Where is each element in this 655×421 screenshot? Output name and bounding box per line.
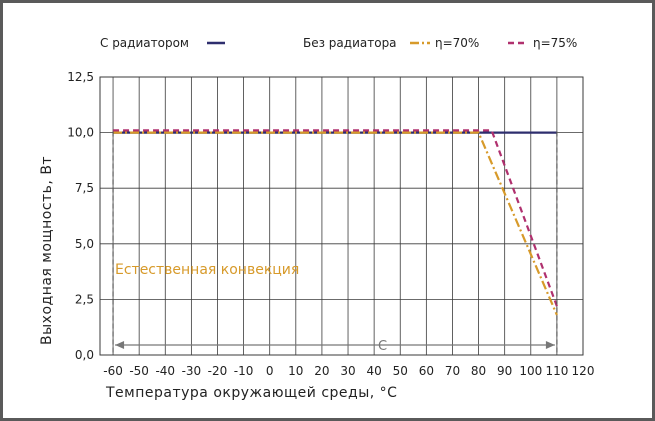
y-axis-title: Выходная мощность, Вт [39,156,55,345]
y-tick-label: 0,0 [75,348,94,362]
x-tick-label: 80 [471,364,486,378]
x-tick-label: 90 [497,364,512,378]
x-tick-label: 120 [572,364,595,378]
x-tick-label: 20 [314,364,329,378]
legend-eta75-label: η=75% [533,36,577,50]
y-tick-label: 10,0 [67,126,94,140]
x-tick-label: -60 [103,364,123,378]
range-arrow-left-head [115,341,125,349]
x-tick-label: 40 [366,364,381,378]
x-tick-label: -10 [234,364,254,378]
y-tick-label: 12,5 [67,70,94,84]
x-tick-label: -50 [129,364,149,378]
x-tick-label: 0 [266,364,274,378]
series-group [113,129,558,316]
x-tick-label: -40 [155,364,175,378]
series-line-1 [113,131,558,316]
y-tick-label: 5,0 [75,237,94,251]
series-line-2 [113,129,558,307]
legend-with-radiator-label: С радиатором [100,36,189,50]
tick-labels: -60 -50 -40 -30 -20 -10 0 10 20 30 40 50 60 70 80 90 100… [67,70,594,378]
x-tick-label: 10 [288,364,303,378]
legend-without-radiator-label: Без радиатора [303,36,397,50]
range-marker [112,131,558,355]
x-tick-label: 30 [340,364,355,378]
legend-eta70-label: η=70% [435,36,479,50]
x-tick-label: -30 [182,364,202,378]
legend: С радиатором Без радиатора η=70% η=75% [100,36,577,50]
x-tick-label: 100 [519,364,542,378]
x-tick-label: 60 [419,364,434,378]
x-tick-label: -20 [208,364,228,378]
x-tick-label: 70 [445,364,460,378]
y-tick-label: 2,5 [75,292,94,306]
range-marker-label: C [378,339,387,354]
range-arrow-right-head [545,341,555,349]
x-tick-label: 110 [545,364,568,378]
y-tick-label: 7,5 [75,181,94,195]
natural-convection-label: Естественная конвекция [115,262,299,278]
x-axis-title: Температура окружающей среды, °C [105,385,397,401]
plot-border [99,76,584,356]
grid [99,76,584,356]
chart-svg: -60 -50 -40 -30 -20 -10 0 10 20 30 40 50 60 70 80 90 100… [39,36,594,401]
x-tick-label: 50 [393,364,408,378]
